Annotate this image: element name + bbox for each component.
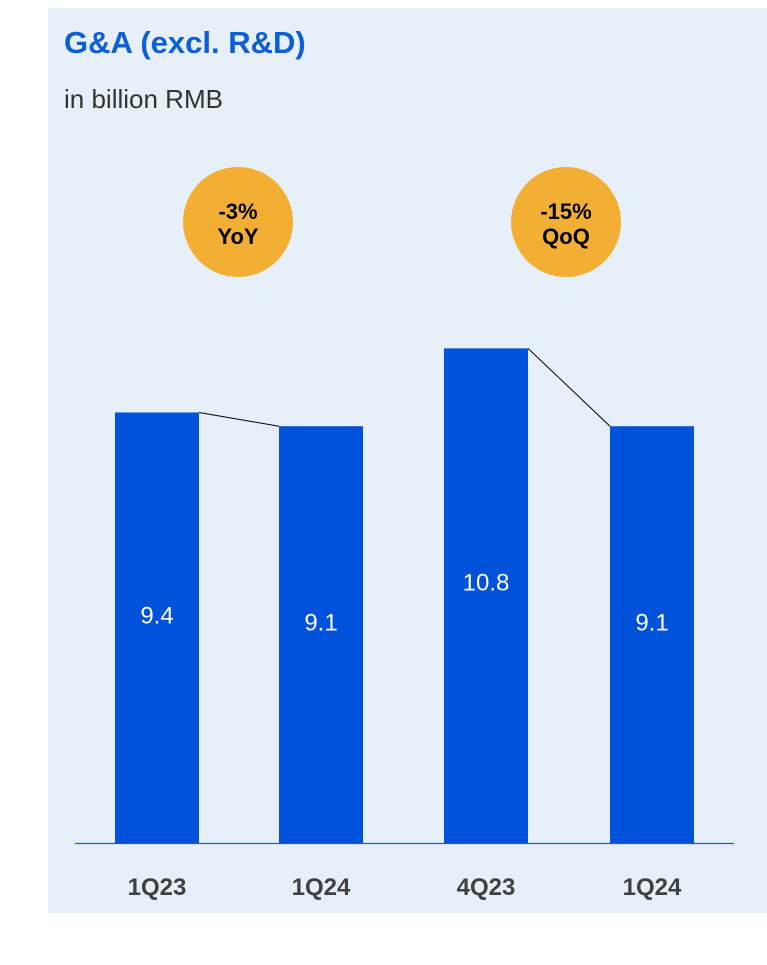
- bar-value-label: 9.1: [635, 609, 668, 636]
- change-badge-percent: -3%: [218, 199, 257, 224]
- change-badge: [511, 167, 621, 277]
- bar: [610, 426, 694, 843]
- change-badge: [183, 167, 293, 277]
- x-tick-label: 4Q23: [457, 874, 516, 901]
- change-connector-line: [198, 411, 280, 427]
- bar: [115, 412, 199, 843]
- bar-value-label: 10.8: [463, 570, 510, 597]
- x-tick-label: 1Q23: [128, 874, 187, 901]
- change-connector-line: [527, 347, 611, 427]
- change-badge-period: YoY: [217, 224, 258, 249]
- bar-value-label: 9.4: [140, 602, 173, 629]
- change-badge-period: QoQ: [542, 224, 590, 249]
- bar: [279, 426, 363, 843]
- x-tick-label: 1Q24: [292, 874, 351, 901]
- bar-value-label: 9.1: [304, 609, 337, 636]
- change-badge-percent: -15%: [540, 199, 591, 224]
- x-tick-label: 1Q24: [623, 874, 682, 901]
- chart-subtitle: in billion RMB: [64, 84, 223, 114]
- bar: [444, 348, 528, 843]
- chart-title: G&A (excl. R&D): [64, 25, 306, 60]
